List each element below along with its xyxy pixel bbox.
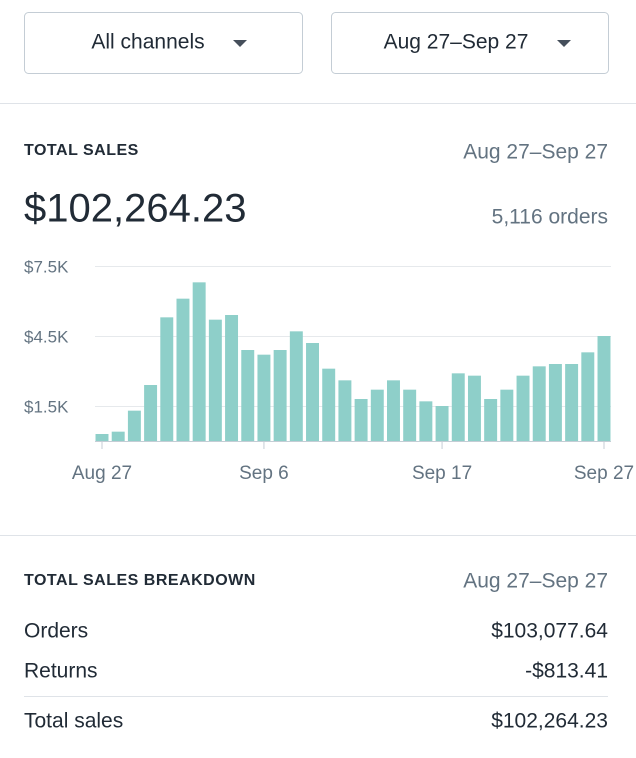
total-amount: $102,264.23 (24, 187, 246, 231)
bar (225, 315, 239, 441)
dropdown-box[interactable] (24, 12, 303, 74)
y-tick-label: $4.5K (24, 327, 69, 346)
bar (111, 431, 125, 441)
row-value: -$813.41 (525, 660, 608, 683)
row-label: Orders (24, 620, 88, 643)
bar (338, 380, 352, 441)
date-range: Aug 27–Sep 27 (463, 570, 608, 593)
bar (419, 401, 433, 441)
bar (192, 282, 206, 441)
dropdown-box[interactable] (331, 12, 609, 74)
caret[interactable] (233, 40, 247, 47)
row-label: Returns (24, 660, 98, 683)
bar (127, 410, 141, 441)
bar (597, 336, 611, 441)
dropdown-label[interactable]: All channels (91, 31, 204, 54)
x-tick-label: Sep 6 (239, 463, 289, 484)
x-tick-label: Sep 27 (574, 463, 634, 484)
bar (241, 350, 255, 441)
y-tick-label: $7.5K (24, 257, 69, 276)
chart: $1.5K $4.5K $7.5K Aug 27 Sep 6 Sep 17 Sep 27 (24, 257, 634, 484)
dropdown-label[interactable]: Aug 27–Sep 27 (384, 31, 529, 54)
section-title: TOTAL SALES (24, 142, 139, 159)
bar (289, 331, 303, 441)
date-dropdown[interactable]: Aug 27–Sep 27 (331, 12, 609, 74)
bar (322, 368, 336, 441)
bar (403, 389, 417, 441)
bar (435, 406, 449, 441)
row-value: $103,077.64 (491, 620, 608, 643)
x-tick-label: Aug 27 (72, 463, 132, 484)
bar (306, 343, 319, 441)
bar (354, 399, 368, 441)
bar (160, 317, 174, 441)
order-count: 5,116 orders (492, 206, 608, 229)
bar (144, 385, 158, 441)
bar (500, 389, 514, 441)
x-tick-label: Sep 17 (412, 463, 472, 484)
bar (532, 366, 546, 441)
bar (451, 373, 465, 441)
date-range: Aug 27–Sep 27 (463, 141, 608, 164)
y-tick-label: $1.5K (24, 397, 69, 416)
section-title: TOTAL SALES BREAKDOWN (24, 572, 256, 589)
bar (208, 319, 222, 441)
bar (484, 399, 498, 441)
bar (257, 354, 271, 441)
bar (548, 364, 562, 441)
bar (370, 389, 384, 441)
row-value: $102,264.23 (491, 710, 608, 733)
bar (273, 350, 287, 441)
bar (467, 375, 481, 441)
bar (581, 352, 595, 441)
caret[interactable] (557, 40, 571, 47)
bar (516, 375, 530, 441)
bar (176, 298, 190, 441)
channel-dropdown[interactable]: All channels (24, 12, 303, 74)
bar (387, 380, 400, 441)
row-label: Total sales (24, 710, 123, 733)
bar (565, 364, 579, 441)
bar (95, 434, 109, 441)
